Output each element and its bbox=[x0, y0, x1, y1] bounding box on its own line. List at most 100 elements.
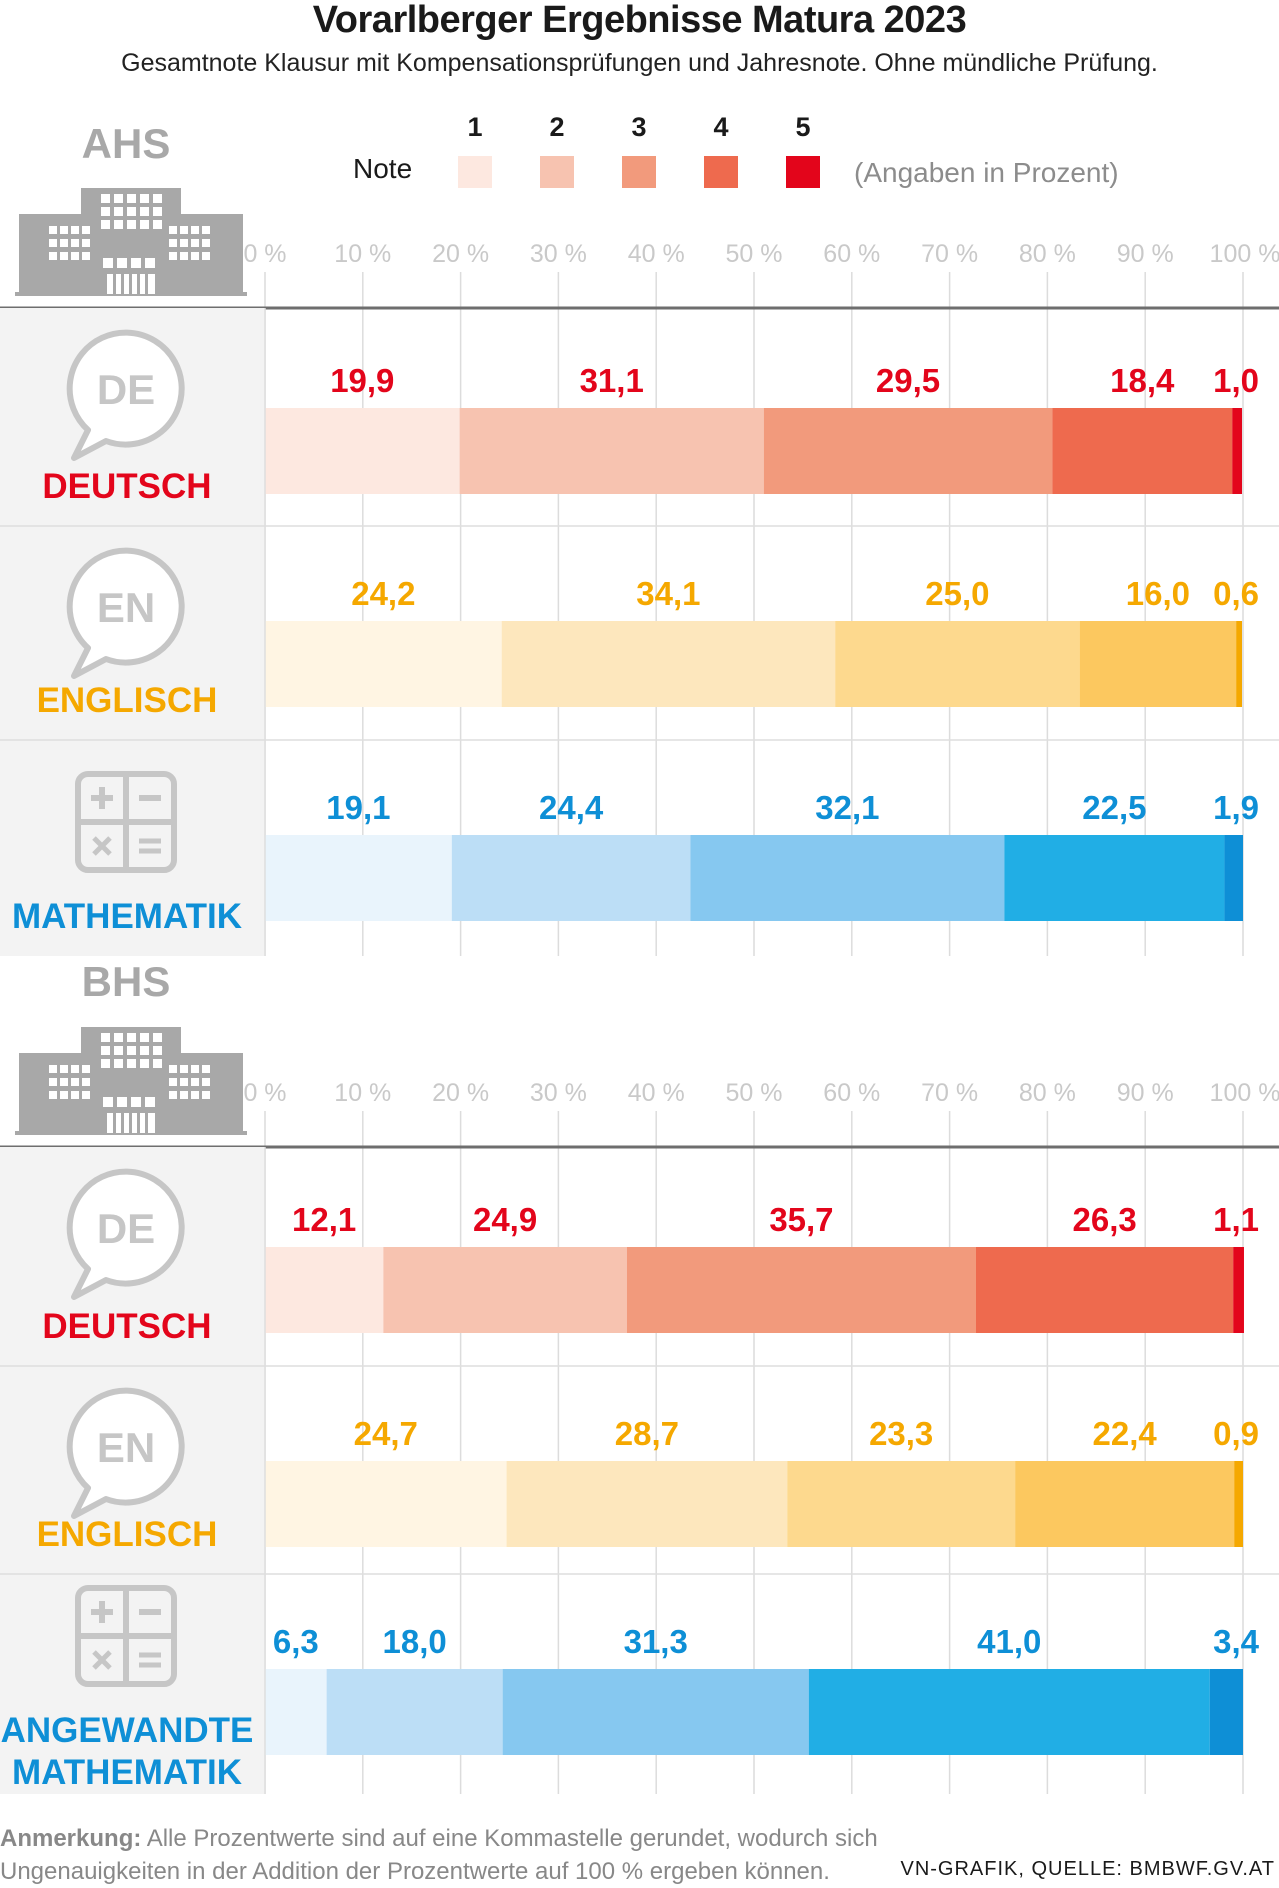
source-credit: VN-GRAFIK, QUELLE: BMBWF.GV.AT bbox=[900, 1858, 1275, 1880]
data-label: 19,1 bbox=[326, 789, 390, 826]
legend-title: Note bbox=[353, 153, 412, 184]
speech-bubble-de-icon: DE bbox=[66, 1168, 185, 1300]
data-label: 28,7 bbox=[615, 1415, 679, 1452]
bar-segment-grade-1 bbox=[265, 1669, 327, 1755]
data-label: 23,3 bbox=[869, 1415, 933, 1452]
calculator-icon bbox=[75, 1585, 177, 1687]
category-label: ANGEWANDTE bbox=[1, 1711, 254, 1750]
data-label: 34,1 bbox=[636, 575, 700, 612]
x-tick-label: 80 % bbox=[1019, 1079, 1076, 1107]
data-label: 24,9 bbox=[473, 1201, 537, 1238]
chart-section-bhs: BHS 0 % 10 % 20 % 30 % 40 % 50 % 60 % 70 % 80 % 90… bbox=[0, 958, 1279, 1794]
legend-grade-3: 3 bbox=[631, 112, 646, 142]
data-label: 0,9 bbox=[1213, 1415, 1259, 1452]
x-tick-label: 10 % bbox=[334, 1079, 391, 1107]
data-label: 18,4 bbox=[1110, 362, 1175, 399]
x-tick-label: 70 % bbox=[921, 240, 978, 268]
bar-segment-grade-4 bbox=[1079, 621, 1237, 707]
x-tick-label: 0 % bbox=[243, 1079, 286, 1107]
data-label: 24,2 bbox=[351, 575, 415, 612]
speech-bubble-en-icon: EN bbox=[66, 1387, 185, 1519]
row-deutsch: DE DEUTSCH 12,1 24,9 35,7 26,3 1,1 bbox=[0, 1147, 1259, 1366]
speech-bubble-en-icon: EN bbox=[66, 547, 185, 679]
x-tick-label: 50 % bbox=[726, 1079, 783, 1107]
section-title-ahs: AHS bbox=[82, 120, 171, 167]
data-label: 6,3 bbox=[273, 1623, 319, 1660]
bar-segment-grade-5 bbox=[1233, 1247, 1244, 1333]
chart-section-ahs: AHS 0 % 10 % 20 % 30 % 40 % 50 % 60 % 70 % 80 % 90… bbox=[0, 120, 1279, 956]
x-tick-label: 20 % bbox=[432, 1079, 489, 1107]
matura-results-chart: Note 1 2 3 4 5 (Angaben in Prozent) AHS 0 % 10 % 2… bbox=[0, 112, 1279, 1794]
data-label: 22,5 bbox=[1082, 789, 1146, 826]
data-label: 26,3 bbox=[1072, 1201, 1136, 1238]
x-tick-label: 10 % bbox=[334, 240, 391, 268]
category-label: ENGLISCH bbox=[37, 1515, 218, 1554]
x-tick-label: 30 % bbox=[530, 240, 587, 268]
x-tick-label: 30 % bbox=[530, 1079, 587, 1107]
row-mathematik: MATHEMATIK 19,1 24,4 32,1 22,5 1,9 bbox=[0, 739, 1279, 956]
data-label: 22,4 bbox=[1093, 1415, 1158, 1452]
x-tick-label: 100 % bbox=[1210, 240, 1279, 268]
category-label: MATHEMATIK bbox=[12, 1753, 242, 1792]
bar-segment-grade-3 bbox=[690, 835, 1005, 921]
section-title-bhs: BHS bbox=[82, 958, 171, 1005]
row-englisch: EN ENGLISCH 24,2 34,1 25,0 16,0 0,6 bbox=[0, 525, 1279, 740]
data-label: 31,1 bbox=[580, 362, 644, 399]
x-tick-label: 90 % bbox=[1117, 240, 1174, 268]
row-englisch: EN ENGLISCH 24,7 28,7 23,3 22,4 0,9 bbox=[0, 1365, 1279, 1574]
data-label: 24,7 bbox=[354, 1415, 418, 1452]
bar-segment-grade-4 bbox=[976, 1247, 1234, 1333]
school-building-icon bbox=[15, 1027, 247, 1135]
data-label: 3,4 bbox=[1213, 1623, 1260, 1660]
footnote-label: Anmerkung: bbox=[0, 1825, 142, 1852]
bubble-text: DE bbox=[97, 1205, 155, 1252]
data-label: 35,7 bbox=[769, 1201, 833, 1238]
bar-segment-grade-2 bbox=[506, 1461, 788, 1547]
bar-segment-grade-5 bbox=[1236, 621, 1243, 707]
data-label: 41,0 bbox=[977, 1623, 1041, 1660]
bar-segment-grade-5 bbox=[1234, 1461, 1243, 1547]
bar-segment-grade-5 bbox=[1232, 408, 1243, 494]
bar-segment-grade-2 bbox=[326, 1669, 503, 1755]
bar-segment-grade-4 bbox=[1052, 408, 1233, 494]
data-label: 24,4 bbox=[539, 789, 604, 826]
bubble-text: EN bbox=[97, 1424, 155, 1471]
x-tick-label: 100 % bbox=[1210, 1079, 1279, 1107]
legend-grade-5: 5 bbox=[795, 112, 810, 142]
x-tick-label: 40 % bbox=[628, 240, 685, 268]
calculator-icon bbox=[75, 771, 177, 873]
x-tick-label: 0 % bbox=[243, 240, 286, 268]
x-tick-label: 80 % bbox=[1019, 240, 1076, 268]
bar-segment-grade-2 bbox=[459, 408, 764, 494]
x-tick-label: 60 % bbox=[823, 240, 880, 268]
legend: Note 1 2 3 4 5 (Angaben in Prozent) bbox=[353, 112, 1119, 188]
row-deutsch: DE DEUTSCH 19,9 31,1 29,5 18,4 1,0 bbox=[0, 308, 1259, 526]
data-label: 18,0 bbox=[383, 1623, 447, 1660]
bar-segment-grade-3 bbox=[763, 408, 1053, 494]
data-label: 31,3 bbox=[624, 1623, 688, 1660]
category-label: ENGLISCH bbox=[37, 681, 218, 720]
bar-segment-grade-5 bbox=[1209, 1669, 1243, 1755]
legend-swatch-1 bbox=[458, 156, 492, 188]
legend-unit-note: (Angaben in Prozent) bbox=[854, 157, 1119, 188]
data-label: 32,1 bbox=[815, 789, 879, 826]
data-label: 0,6 bbox=[1213, 575, 1259, 612]
legend-grade-4: 4 bbox=[713, 112, 728, 142]
x-tick-label: 40 % bbox=[628, 1079, 685, 1107]
data-label: 19,9 bbox=[330, 362, 394, 399]
legend-swatch-3 bbox=[622, 156, 656, 188]
bar-segment-grade-3 bbox=[626, 1247, 977, 1333]
school-building-icon bbox=[15, 188, 247, 296]
x-tick-label: 70 % bbox=[921, 1079, 978, 1107]
footnote-text: Alle Prozentwerte sind auf eine Kommaste… bbox=[0, 1825, 878, 1885]
data-label: 29,5 bbox=[876, 362, 940, 399]
legend-swatch-5 bbox=[786, 156, 820, 188]
bar-segment-grade-3 bbox=[502, 1669, 809, 1755]
x-tick-label: 20 % bbox=[432, 240, 489, 268]
data-label: 1,1 bbox=[1213, 1201, 1259, 1238]
bar-segment-grade-4 bbox=[808, 1669, 1210, 1755]
data-label: 1,9 bbox=[1213, 789, 1259, 826]
bar-segment-grade-1 bbox=[265, 621, 502, 707]
chart-subtitle: Gesamtnote Klausur mit Kompensationsprüf… bbox=[121, 49, 1158, 77]
